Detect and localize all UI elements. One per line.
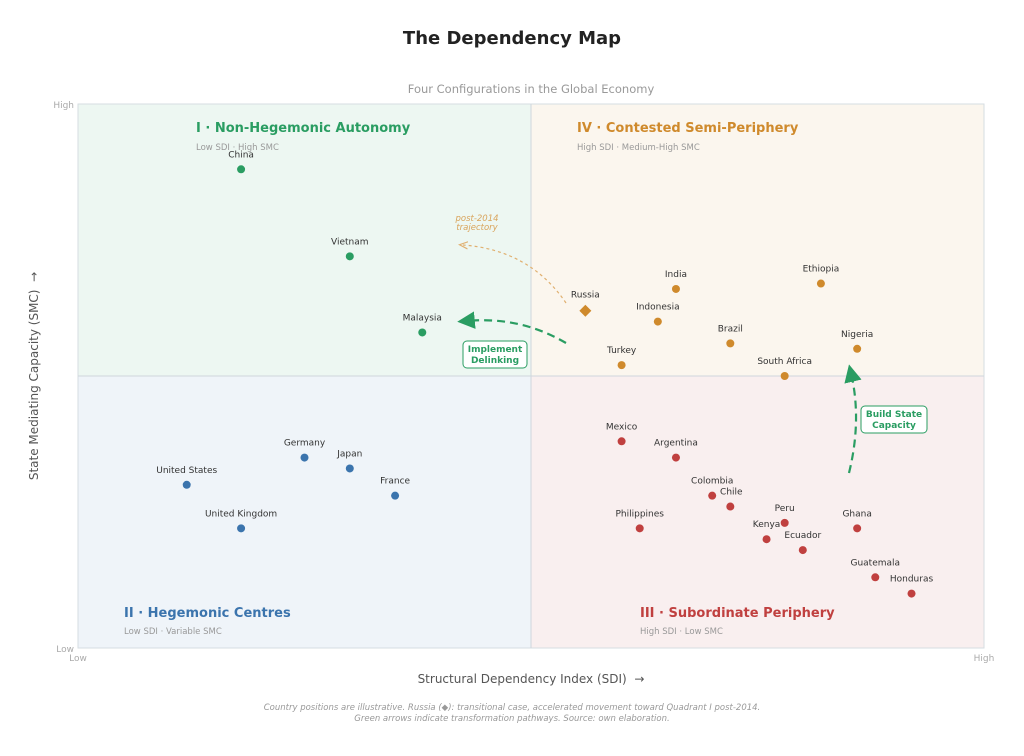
x-tick-high: High xyxy=(974,654,995,664)
point-ecuador xyxy=(798,546,807,555)
point-peru xyxy=(780,518,789,527)
point-label-philippines: Philippines xyxy=(615,509,664,519)
point-france xyxy=(391,491,400,500)
point-label-mexico: Mexico xyxy=(606,422,638,432)
point-label-malaysia: Malaysia xyxy=(403,313,442,323)
build-capacity-arrow xyxy=(844,364,862,474)
point-turkey xyxy=(617,361,626,370)
quadrant-IV-background xyxy=(531,104,984,376)
point-japan xyxy=(345,464,354,473)
point-label-peru: Peru xyxy=(775,504,795,514)
point-label-united-kingdom: United Kingdom xyxy=(205,509,277,519)
point-label-vietnam: Vietnam xyxy=(331,237,369,247)
chart-subtitle: Four Configurations in the Global Econom… xyxy=(408,82,655,96)
point-indonesia xyxy=(653,317,662,326)
post-2014-trajectory-arrow xyxy=(463,245,567,304)
data-points: China Vietnam Malaysia Germany Japan France Un… xyxy=(156,150,934,598)
delinking-label-2: Delinking xyxy=(471,356,519,366)
point-label-chile: Chile xyxy=(720,488,743,498)
quadrant-III-title: III · Subordinate Periphery xyxy=(640,606,835,621)
point-label-nigeria: Nigeria xyxy=(841,330,873,340)
trajectory-label-2: trajectory xyxy=(456,223,498,233)
point-kenya xyxy=(762,535,771,544)
y-axis-label: State Mediating Capacity (SMC) → xyxy=(27,272,41,480)
point-label-russia: Russia xyxy=(571,291,600,301)
point-label-india: India xyxy=(665,270,687,280)
point-honduras xyxy=(907,589,916,598)
capacity-label-2: Capacity xyxy=(872,421,916,431)
quadrant-labels: I · Non-Hegemonic Autonomy Low SDI · High… xyxy=(124,121,835,637)
point-colombia xyxy=(708,491,717,500)
quadrant-II-background xyxy=(78,376,531,648)
point-mexico xyxy=(617,437,626,446)
chart-title: The Dependency Map xyxy=(403,28,621,49)
point-label-guatemala: Guatemala xyxy=(850,558,900,568)
point-united-states xyxy=(182,480,191,489)
point-south-africa xyxy=(780,372,789,380)
trajectory-label-1: post-2014 xyxy=(454,214,498,224)
point-ethiopia xyxy=(816,279,825,288)
quadrant-II-subtitle: Low SDI · Variable SMC xyxy=(124,627,222,637)
quadrant-I-background xyxy=(78,104,531,376)
footnote-line-2: Green arrows indicate transformation pat… xyxy=(354,714,669,724)
point-label-united-states: United States xyxy=(156,466,217,476)
point-label-argentina: Argentina xyxy=(654,439,698,449)
point-label-germany: Germany xyxy=(284,439,326,449)
capacity-label-1: Build State xyxy=(866,410,922,420)
y-tick-low: Low xyxy=(56,645,74,655)
x-tick-low: Low xyxy=(69,654,87,664)
point-vietnam xyxy=(345,252,354,261)
point-label-japan: Japan xyxy=(336,449,362,459)
quadrant-backgrounds xyxy=(78,104,984,648)
y-tick-high: High xyxy=(53,101,74,111)
point-malaysia xyxy=(418,328,427,337)
point-philippines xyxy=(635,524,644,533)
point-nigeria xyxy=(853,344,862,353)
point-chile xyxy=(726,502,735,511)
point-label-turkey: Turkey xyxy=(606,346,637,356)
point-label-ghana: Ghana xyxy=(842,509,871,519)
point-label-ethiopia: Ethiopia xyxy=(803,265,840,275)
point-argentina xyxy=(671,453,680,462)
point-label-colombia: Colombia xyxy=(691,477,733,487)
point-label-china: China xyxy=(228,150,254,160)
quadrant-I-subtitle: Low SDI · High SMC xyxy=(196,143,279,153)
point-ghana xyxy=(853,524,862,533)
quadrant-III-subtitle: High SDI · Low SMC xyxy=(640,627,723,637)
point-label-indonesia: Indonesia xyxy=(636,303,680,313)
quadrant-II-title: II · Hegemonic Centres xyxy=(124,606,291,621)
point-label-brazil: Brazil xyxy=(718,324,743,334)
point-russia xyxy=(579,304,592,317)
point-label-france: France xyxy=(380,477,410,487)
x-axis-label: Structural Dependency Index (SDI) → xyxy=(418,672,645,686)
delinking-label-1: Implement xyxy=(468,345,523,355)
point-india xyxy=(671,284,680,293)
point-guatemala xyxy=(871,573,880,582)
point-germany xyxy=(300,453,309,462)
quadrant-IV-subtitle: High SDI · Medium-High SMC xyxy=(577,143,700,153)
quadrant-IV-title: IV · Contested Semi-Periphery xyxy=(577,121,799,136)
point-label-ecuador: Ecuador xyxy=(784,531,821,541)
point-united-kingdom xyxy=(237,524,246,533)
point-brazil xyxy=(726,339,735,348)
footnote-line-1: Country positions are illustrative. Russ… xyxy=(264,703,761,713)
quadrant-I-title: I · Non-Hegemonic Autonomy xyxy=(196,121,411,136)
point-china xyxy=(237,165,246,174)
point-label-kenya: Kenya xyxy=(753,520,781,530)
capacity-label-box xyxy=(860,405,928,434)
delinking-label-box xyxy=(462,340,528,369)
delinking-arrow xyxy=(457,311,567,344)
point-label-honduras: Honduras xyxy=(890,575,934,585)
point-label-south-africa: South Africa xyxy=(757,357,812,367)
